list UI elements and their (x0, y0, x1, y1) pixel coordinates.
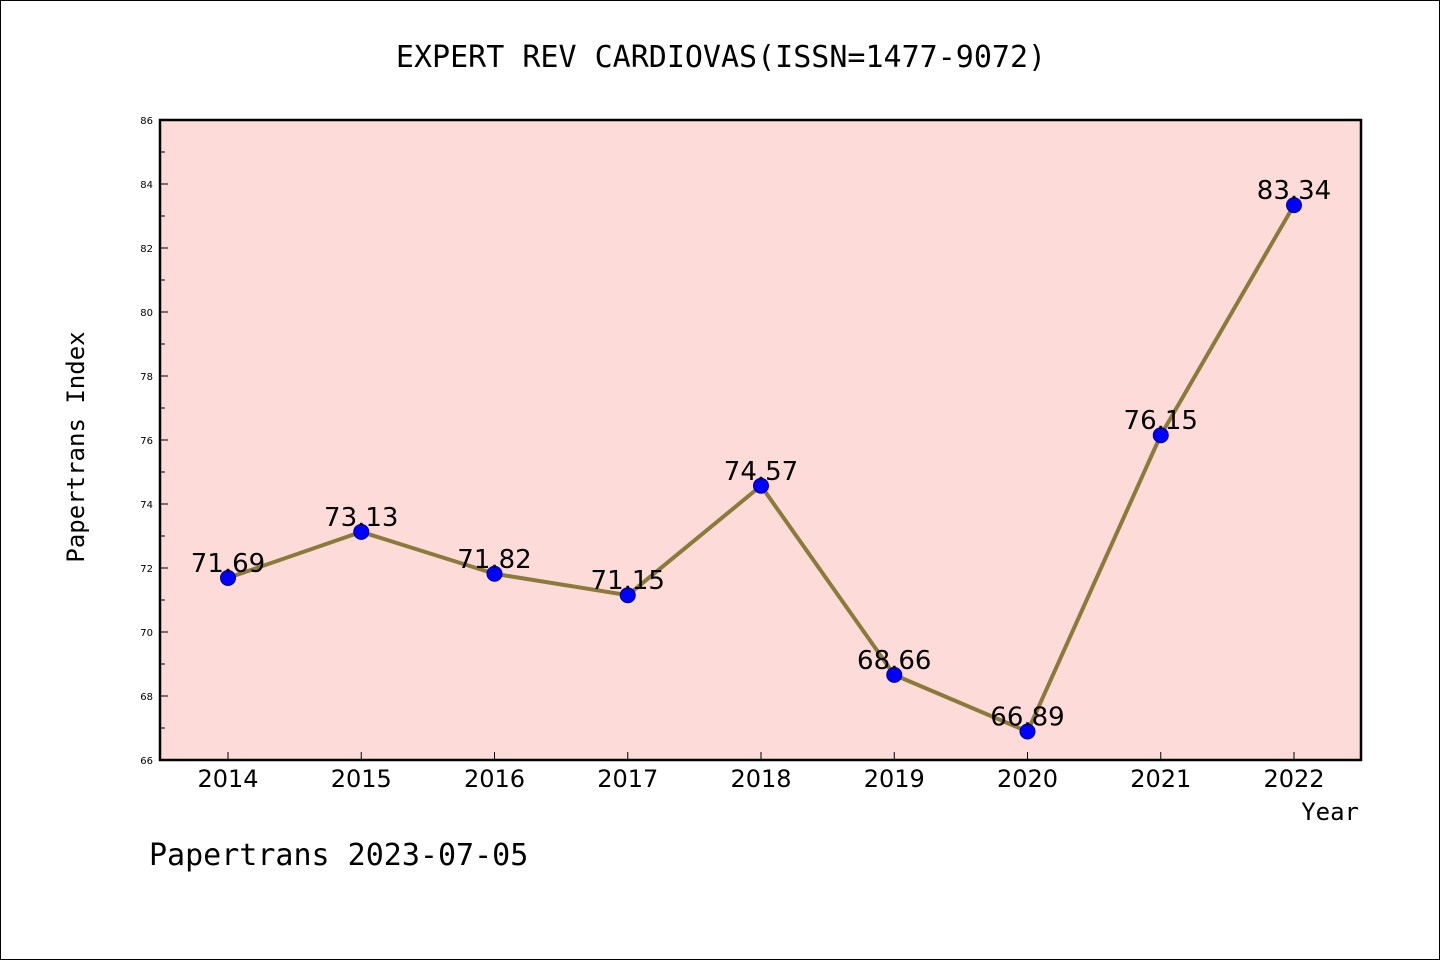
data-label: 73.13 (324, 503, 398, 533)
axis-ticks: 66 68 70 72 74 76 78 80 82 84 86 2014 2015 2016 2017 20… (140, 116, 1324, 793)
x-tick-label: 2019 (864, 765, 925, 793)
data-label: 76.15 (1124, 406, 1198, 436)
x-tick-label: 2018 (730, 765, 791, 793)
x-tick-label: 2017 (597, 765, 658, 793)
x-tick-label: 2022 (1263, 765, 1324, 793)
y-axis-label: Papertrans Index (62, 331, 90, 562)
data-point (1152, 427, 1169, 444)
footer-timestamp: Papertrans 2023-07-05 (149, 838, 528, 873)
y-tick-label: 86 (140, 116, 153, 127)
y-tick-label: 72 (140, 564, 153, 575)
data-point (619, 587, 636, 604)
data-point (1019, 723, 1036, 740)
plot-area (160, 120, 1361, 760)
data-point (353, 523, 370, 540)
data-point (886, 666, 903, 683)
x-tick-label: 2015 (331, 765, 392, 793)
data-label: 66.89 (990, 703, 1064, 733)
x-tick-label: 2016 (464, 765, 525, 793)
y-tick-label: 68 (140, 692, 153, 703)
x-tick-label: 2020 (997, 765, 1058, 793)
data-point (486, 565, 503, 582)
series-layer (220, 197, 1302, 740)
y-tick-label: 76 (140, 436, 153, 447)
data-label: 68.66 (857, 646, 931, 676)
y-tick-label: 84 (140, 180, 153, 191)
y-tick-label: 74 (140, 500, 153, 511)
chart-title: EXPERT REV CARDIOVAS(ISSN=1477-9072) (396, 40, 1046, 75)
y-tick-label: 78 (140, 372, 153, 383)
y-tick-label: 66 (140, 756, 153, 767)
data-point (1286, 197, 1302, 214)
data-point (753, 477, 769, 494)
y-tick-label: 82 (140, 244, 153, 255)
data-label: 74.57 (724, 457, 798, 487)
data-point (220, 569, 236, 586)
x-axis-label: Year (1301, 798, 1359, 826)
x-tick-label: 2014 (197, 765, 258, 793)
data-label: 71.15 (591, 566, 665, 596)
data-label: 71.82 (457, 545, 531, 575)
data-label: 83.34 (1257, 176, 1331, 206)
y-tick-label: 70 (140, 628, 153, 639)
data-labels: 71.69 73.13 71.82 71.15 74.57 68.66 66.89 76.15… (191, 176, 1331, 732)
y-tick-label: 80 (140, 308, 153, 319)
data-label: 71.69 (191, 549, 265, 579)
x-tick-label: 2021 (1130, 765, 1191, 793)
plot-border (158, 118, 1363, 762)
